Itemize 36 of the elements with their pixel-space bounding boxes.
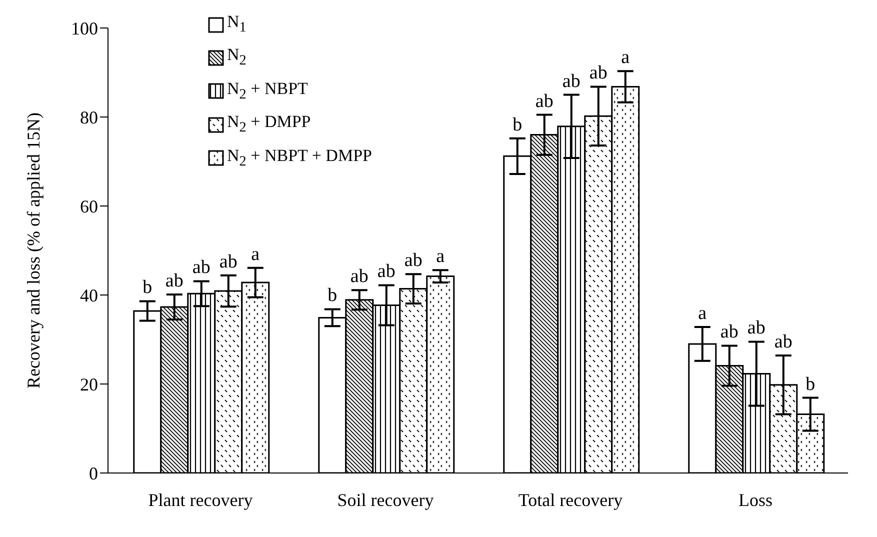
data-label: a	[698, 303, 708, 324]
data-label: ab	[192, 257, 210, 278]
legend-label: N$_{2}$ + DMPP	[227, 111, 311, 138]
x-tick-label: Soil recovery	[337, 490, 434, 510]
legend-label: N$_{2}$ + NBPT + DMPP	[227, 144, 372, 171]
y-tick-label: 0	[89, 463, 98, 484]
x-tick-label: Plant recovery	[148, 490, 253, 510]
legend-label: N$_{2}$	[227, 44, 246, 71]
data-label: ab	[774, 332, 792, 353]
legend-label: N$_{1}$	[227, 11, 246, 38]
data-label: ab	[165, 270, 184, 292]
x-tick-label: Loss	[738, 490, 773, 510]
data-label: ab	[535, 90, 554, 112]
y-axis-title: Recovery and loss (% of applied 15N)	[23, 112, 44, 388]
y-tick-label: 60	[80, 196, 98, 216]
data-label: a	[621, 47, 630, 68]
data-label: b	[512, 114, 522, 136]
data-label: ab	[562, 70, 580, 92]
data-label: ab	[747, 318, 766, 339]
data-label: b	[806, 374, 816, 395]
y-tick-label: 100	[71, 18, 98, 38]
data-label: ab	[720, 322, 738, 343]
x-tick-label: Total recovery	[518, 490, 623, 510]
legend-label: N$_{2}$ + NBPT	[227, 78, 308, 104]
data-label: b	[328, 285, 338, 306]
y-tick-label: 20	[80, 374, 98, 394]
data-label: b	[142, 277, 152, 298]
data-label: ab	[219, 251, 238, 272]
data-label: a	[251, 244, 260, 265]
data-label: ab	[350, 266, 368, 288]
data-label: ab	[377, 261, 396, 282]
data-label: a	[436, 246, 446, 268]
y-tick-label: 80	[80, 107, 98, 128]
data-label: ab	[404, 250, 422, 272]
y-tick-label: 40	[80, 285, 98, 306]
data-label: ab	[589, 62, 608, 84]
